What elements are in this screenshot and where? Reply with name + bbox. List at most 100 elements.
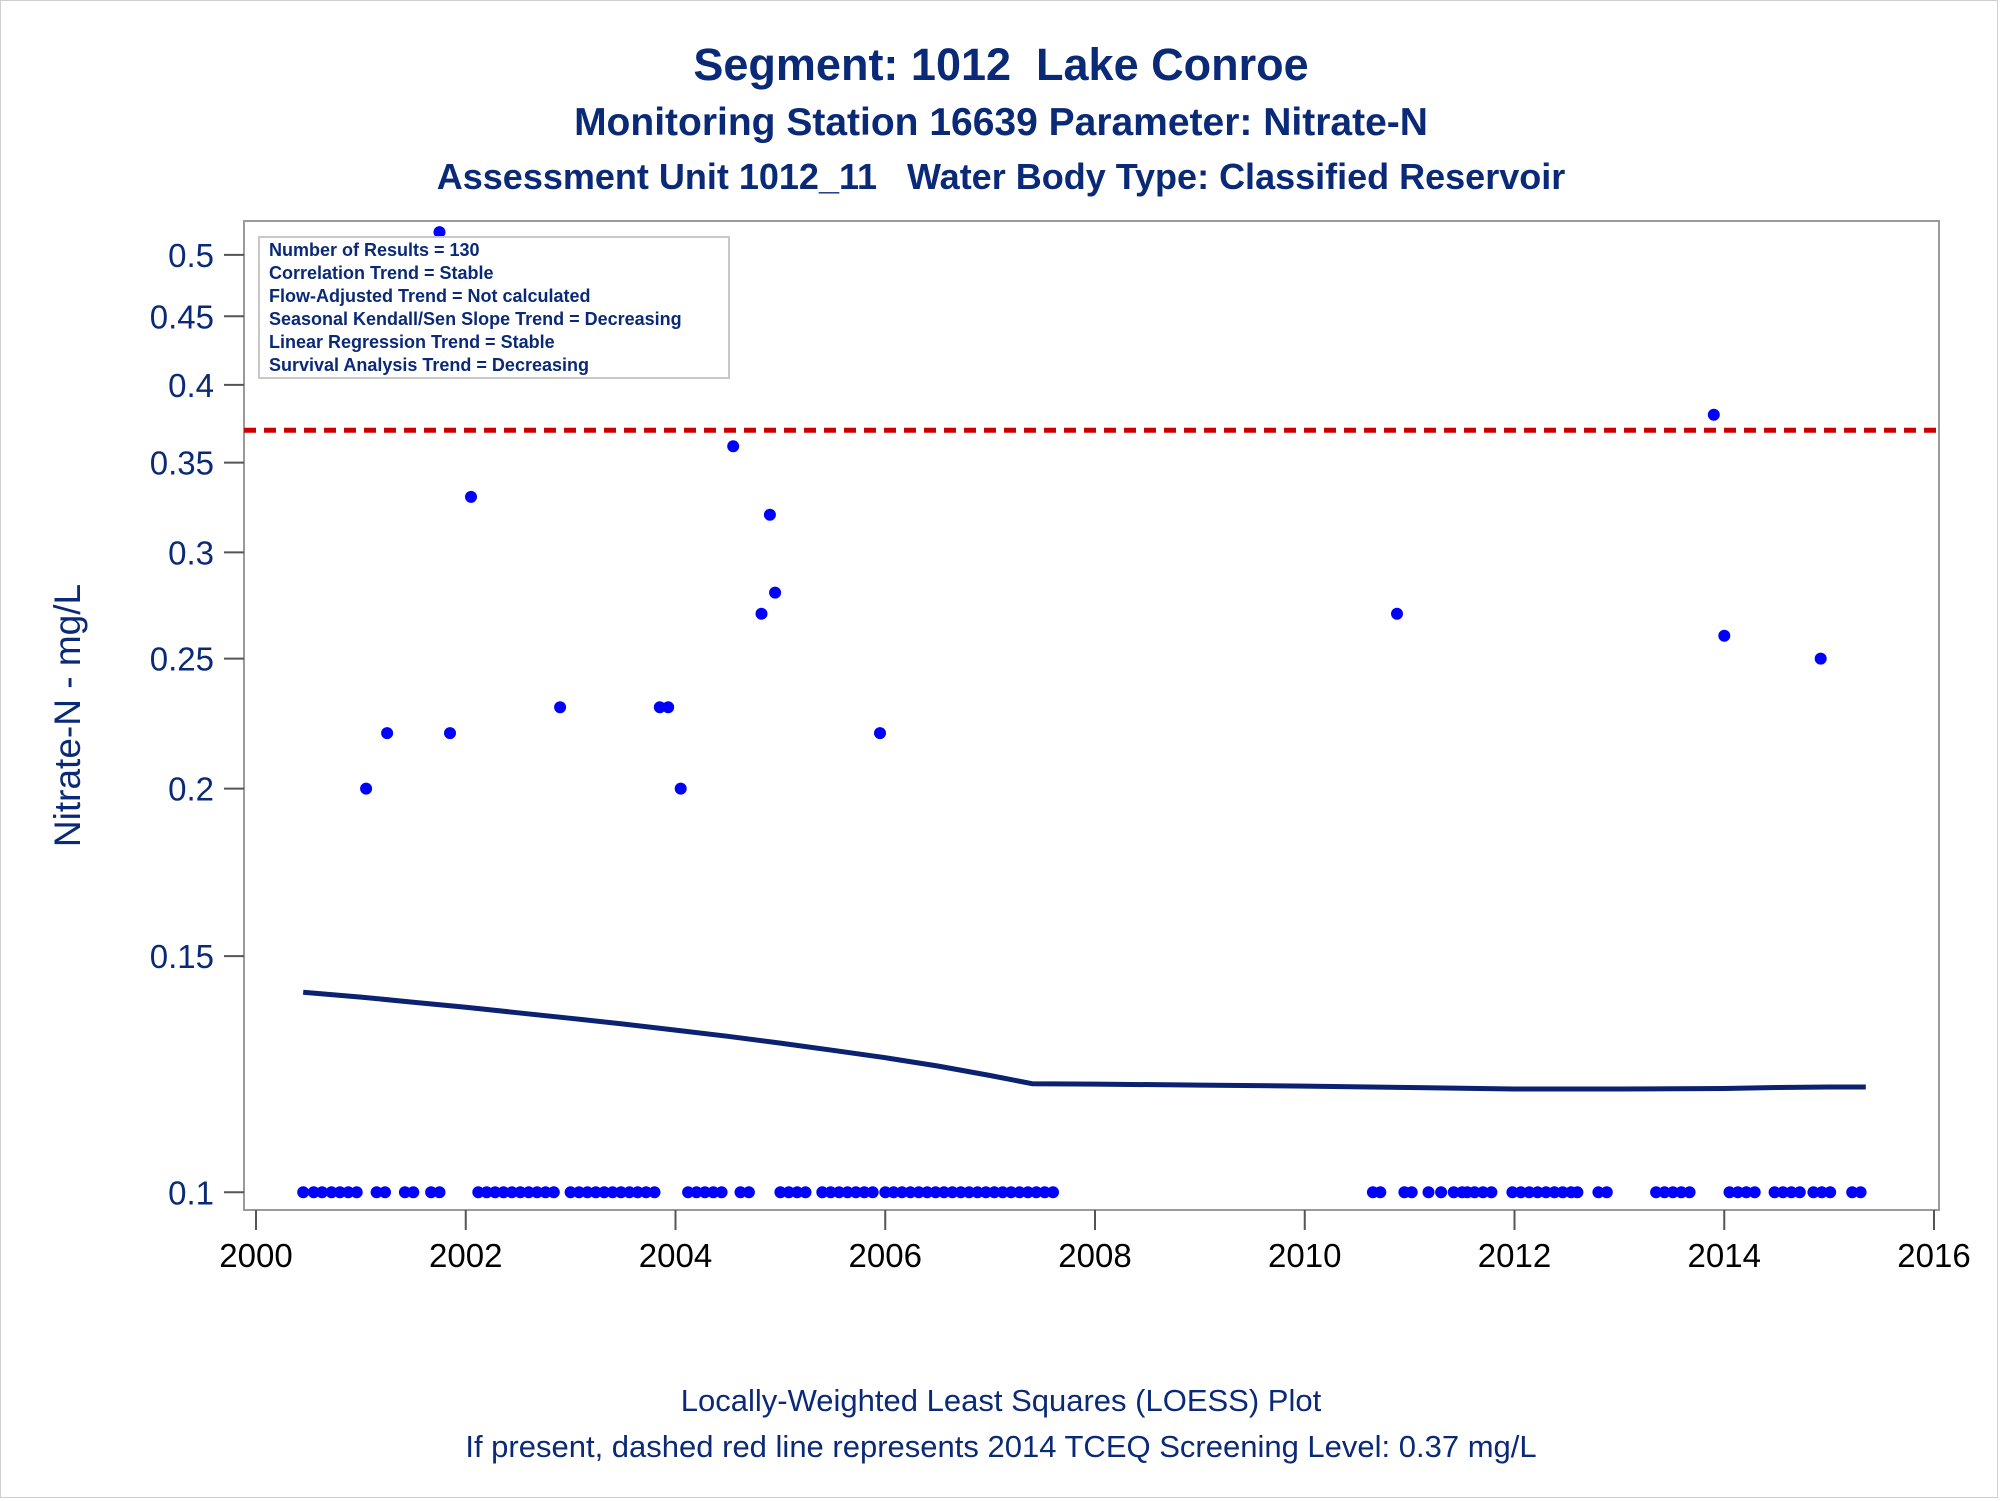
data-point (1650, 1186, 1663, 1199)
stats-legend-line: Correlation Trend = Stable (269, 263, 494, 283)
x-tick-label: 2004 (639, 1237, 712, 1274)
data-point (1740, 1186, 1753, 1199)
data-point (841, 1186, 854, 1199)
data-point (1005, 1186, 1018, 1199)
stats-legend-line: Flow-Adjusted Trend = Not calculated (269, 286, 591, 306)
data-point (581, 1186, 594, 1199)
data-point (734, 1186, 747, 1199)
data-point (946, 1186, 959, 1199)
data-point (1506, 1186, 1519, 1199)
y-tick-label: 0.4 (168, 367, 214, 404)
data-point (342, 1186, 355, 1199)
stats-legend-line: Survival Analysis Trend = Decreasing (269, 355, 589, 375)
data-point (1814, 652, 1827, 665)
data-point (791, 1186, 804, 1199)
x-tick-label: 2000 (219, 1237, 292, 1274)
data-point (1768, 1186, 1781, 1199)
data-point (1540, 1186, 1552, 1199)
data-point (674, 782, 687, 795)
data-point (381, 727, 394, 740)
data-point (662, 701, 675, 714)
data-point (816, 1186, 829, 1199)
x-tick-label: 2002 (429, 1237, 502, 1274)
data-point (653, 701, 666, 714)
data-point (522, 1186, 535, 1199)
data-point (904, 1186, 917, 1199)
data-point (433, 1186, 446, 1199)
data-point (1422, 1186, 1435, 1199)
data-point (531, 1186, 544, 1199)
data-point (1707, 408, 1720, 421)
data-point (407, 1186, 420, 1199)
data-point (505, 1186, 518, 1199)
data-point (896, 1186, 908, 1199)
data-point (598, 1186, 611, 1199)
x-tick-label: 2006 (849, 1237, 922, 1274)
data-point (755, 607, 768, 620)
data-point (1731, 1186, 1744, 1199)
data-point (333, 1186, 346, 1199)
data-point (615, 1186, 627, 1199)
data-point (297, 1186, 310, 1199)
data-point (774, 1186, 787, 1199)
data-point (497, 1186, 510, 1199)
data-point (589, 1186, 602, 1199)
data-point (1531, 1186, 1544, 1199)
data-point (912, 1186, 925, 1199)
data-point (929, 1186, 942, 1199)
footnote-screening: If present, dashed red line represents 2… (465, 1429, 1537, 1464)
data-point (489, 1186, 502, 1199)
data-point (1793, 1186, 1806, 1199)
data-point (1785, 1186, 1798, 1199)
data-point (606, 1186, 619, 1199)
plot-area (243, 220, 1940, 1211)
data-point (824, 1186, 837, 1199)
data-point (1600, 1186, 1613, 1199)
chart-subtitle-assessment: Assessment Unit 1012_11 Water Body Type:… (436, 156, 1566, 197)
stats-legend-line: Number of Results = 130 (269, 240, 480, 260)
data-point (1718, 629, 1731, 642)
data-point (866, 1186, 879, 1199)
footnote-loess: Locally-Weighted Least Squares (LOESS) P… (680, 1383, 1322, 1418)
y-tick-label: 0.5 (168, 237, 214, 274)
data-point (715, 1186, 728, 1199)
loess-curve (302, 989, 1866, 1092)
data-point (640, 1186, 653, 1199)
data-point (1854, 1186, 1867, 1199)
data-point (690, 1186, 703, 1199)
data-point (742, 1186, 755, 1199)
data-point (1571, 1186, 1584, 1199)
y-tick-label: 0.25 (150, 641, 214, 678)
data-point (849, 1186, 862, 1199)
data-point (1514, 1186, 1527, 1199)
data-point (1658, 1186, 1671, 1199)
data-point (307, 1186, 320, 1199)
data-point (1374, 1186, 1387, 1199)
data-point (554, 701, 567, 714)
chart-subtitle-station: Monitoring Station 16639 Parameter: Nitr… (574, 101, 1428, 144)
y-tick-label: 0.3 (168, 534, 214, 571)
data-point (727, 440, 740, 453)
data-point (1723, 1186, 1736, 1199)
data-point (996, 1186, 1009, 1199)
data-point (971, 1186, 984, 1199)
data-point (1447, 1186, 1460, 1199)
data-point (547, 1186, 560, 1199)
data-point (1485, 1186, 1498, 1199)
data-point (1666, 1186, 1679, 1199)
data-point (1523, 1186, 1536, 1199)
data-point (1468, 1186, 1481, 1199)
x-tick-label: 2016 (1897, 1237, 1970, 1274)
data-point (988, 1186, 1001, 1199)
y-tick-label: 0.45 (150, 298, 214, 335)
data-point (1021, 1186, 1034, 1199)
stats-legend-box (258, 236, 730, 379)
data-point (1815, 1186, 1828, 1199)
data-point (316, 1186, 329, 1199)
data-point (1777, 1186, 1789, 1199)
data-point (1824, 1186, 1837, 1199)
stats-legend-line: Linear Regression Trend = Stable (269, 332, 555, 352)
data-point (963, 1186, 976, 1199)
y-tick-label: 0.2 (168, 771, 214, 808)
